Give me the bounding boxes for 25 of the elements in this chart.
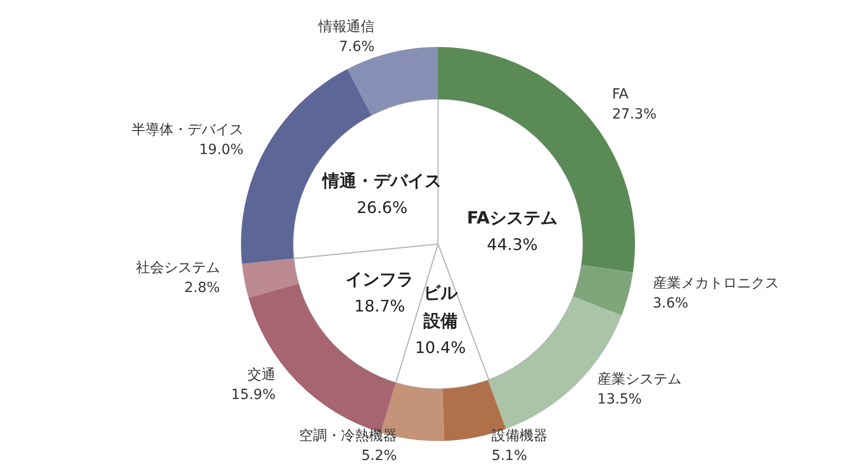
data-label: 5.2%: [361, 448, 397, 464]
slice-label: FAシステム: [466, 208, 558, 229]
data-label: 13.5%: [597, 392, 642, 408]
slice-label: 交通: [248, 366, 276, 383]
data-label: 44.3%: [486, 235, 538, 254]
slice-label: 情報通信: [318, 19, 375, 36]
data-label: 18.7%: [354, 296, 406, 316]
slice-label: 半導体・デバイス: [132, 122, 244, 138]
data-label: 27.3%: [612, 106, 657, 123]
slice-label: 情通・デバイス: [322, 171, 442, 192]
slice-label: FA: [612, 86, 629, 103]
slice-label: 産業システム: [597, 372, 682, 388]
data-label: 3.6%: [652, 296, 688, 312]
data-label: 10.4%: [414, 338, 466, 357]
data-label: 5.1%: [492, 448, 528, 464]
data-label: 19.0%: [199, 142, 244, 158]
data-label: 15.9%: [231, 386, 276, 403]
data-label: 26.6%: [356, 198, 408, 217]
slice-label: ビル設備: [422, 283, 458, 332]
slice-label: 社会システム: [136, 260, 220, 276]
slice-label: 設備機器: [492, 428, 548, 444]
data-label: 2.8%: [184, 280, 220, 296]
data-label: 7.6%: [339, 39, 375, 56]
slice-label: 産業メカトロニクス: [652, 276, 779, 292]
slice-label: インフラ: [346, 270, 414, 290]
